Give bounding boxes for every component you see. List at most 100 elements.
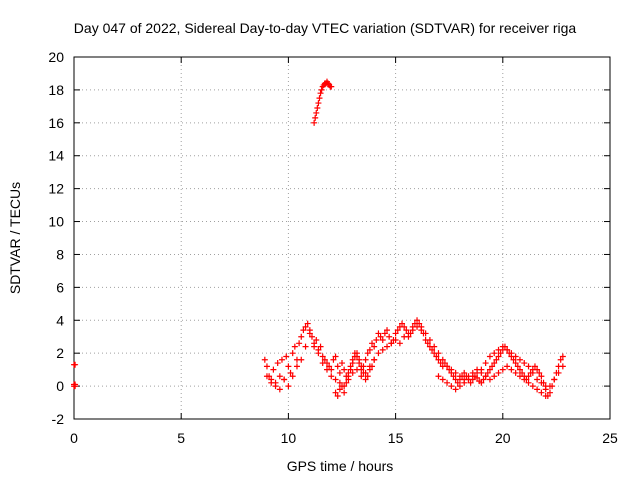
data-point [318, 86, 325, 93]
data-point [469, 373, 476, 380]
data-point [519, 369, 526, 376]
y-tick-label: 16 [48, 115, 64, 131]
data-point [268, 379, 275, 386]
data-point [302, 343, 309, 350]
data-point [516, 373, 523, 380]
data-point [448, 366, 455, 373]
x-tick-label: 5 [177, 430, 185, 446]
data-point [414, 323, 421, 330]
data-point [270, 366, 277, 373]
data-point [319, 353, 326, 360]
data-point [296, 340, 303, 347]
data-point [497, 350, 504, 357]
data-point [538, 389, 545, 396]
data-point [450, 373, 457, 380]
data-point [491, 360, 498, 367]
data-point [298, 356, 305, 363]
data-point [493, 356, 500, 363]
data-point [489, 363, 496, 370]
data-point [347, 366, 354, 373]
data-point [538, 379, 545, 386]
data-point [326, 363, 333, 370]
data-point [379, 337, 386, 344]
data-point [304, 320, 311, 327]
data-point [349, 369, 356, 376]
data-point [334, 363, 341, 370]
data-point [495, 369, 502, 376]
x-tick-label: 10 [281, 430, 297, 446]
data-point [409, 327, 416, 334]
data-point [316, 95, 323, 102]
data-point [371, 343, 378, 350]
data-point [392, 337, 399, 344]
data-point [366, 346, 373, 353]
data-point [525, 363, 532, 370]
data-point [306, 330, 313, 337]
data-point [536, 369, 543, 376]
data-point [555, 369, 562, 376]
data-point [339, 360, 345, 367]
y-tick-label: 20 [48, 49, 64, 65]
data-point [495, 353, 502, 360]
data-point [278, 356, 285, 363]
data-point [465, 376, 472, 383]
data-point [508, 350, 515, 357]
data-point [351, 353, 358, 360]
data-point [401, 323, 408, 330]
data-point [354, 366, 361, 373]
data-point [551, 376, 558, 383]
data-point [426, 337, 433, 344]
data-point [529, 383, 536, 390]
data-point [516, 366, 523, 373]
x-tick-label: 15 [388, 430, 404, 446]
data-point [308, 333, 315, 340]
data-point [512, 369, 519, 376]
data-point [456, 373, 463, 380]
data-point [263, 363, 270, 370]
data-point [336, 379, 343, 386]
data-point [312, 114, 319, 121]
data-point [484, 369, 491, 376]
data-point [373, 337, 380, 344]
data-point [339, 383, 345, 390]
data-point [448, 383, 455, 390]
data-point [396, 340, 403, 347]
data-point [272, 383, 279, 390]
data-point [452, 369, 459, 376]
y-tick-label: -2 [52, 411, 65, 427]
data-point [375, 330, 382, 337]
data-point [444, 379, 451, 386]
data-point [366, 366, 373, 373]
data-point [478, 379, 485, 386]
x-axis: 0 5 10 15 20 25 [70, 57, 618, 446]
data-point [534, 376, 541, 383]
data-point [377, 333, 384, 340]
y-axis-label: SDTVAR / TECUs [7, 182, 23, 294]
data-point [263, 373, 270, 380]
data-point [289, 350, 296, 357]
data-point [542, 383, 549, 390]
y-tick-label: 8 [56, 246, 64, 262]
data-point [499, 343, 506, 350]
x-axis-label: GPS time / hours [287, 458, 394, 474]
data-point [336, 386, 343, 393]
data-point [72, 383, 79, 390]
data-point [343, 379, 350, 386]
data-point [375, 350, 382, 357]
data-point [319, 360, 326, 367]
data-point [371, 356, 378, 363]
data-point [521, 376, 528, 383]
data-point [384, 343, 391, 350]
x-tick-label: 25 [602, 430, 618, 446]
data-point [341, 366, 348, 373]
data-point [452, 386, 459, 393]
data-point [499, 366, 506, 373]
y-tick-label: 18 [48, 82, 64, 98]
data-point [392, 330, 399, 337]
data-point [441, 360, 448, 367]
data-point [478, 366, 485, 373]
data-point [486, 353, 493, 360]
y-tick-label: 6 [56, 279, 64, 295]
data-point [508, 366, 515, 373]
